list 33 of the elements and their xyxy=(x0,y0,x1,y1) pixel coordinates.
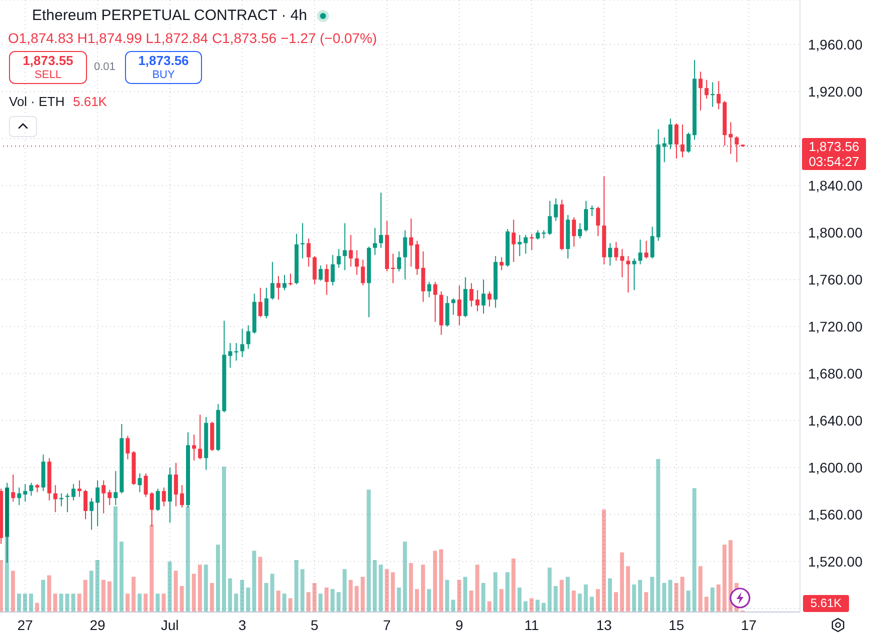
x-tick-label: 29 xyxy=(90,616,106,633)
ref-line-label: 1,873.56 xyxy=(808,139,860,154)
annotation: 0.01 xyxy=(94,61,116,74)
x-tick-label: 7 xyxy=(383,616,392,633)
y-tick-label: 1,520.00 xyxy=(808,553,863,570)
annotation: SELL xyxy=(34,69,62,82)
annotation: 1,873.56 xyxy=(137,53,190,68)
annotation: BUY xyxy=(151,69,176,82)
x-tick-label: 5 xyxy=(310,616,319,633)
text: 03:54:27 xyxy=(808,154,860,170)
x-tick-label: 15 xyxy=(668,616,684,633)
y-tick-label: 1,800.00 xyxy=(808,224,863,241)
y-tick-label: 1,720.00 xyxy=(808,318,863,335)
x-tick-label: 17 xyxy=(740,616,757,633)
y-tick-label: 1,640.00 xyxy=(808,412,863,428)
y-tick-label: 1,960.00 xyxy=(808,36,863,53)
y-tick-label: 1,560.00 xyxy=(808,506,863,522)
x-tick-label: 3 xyxy=(238,616,246,633)
y-tick-label: 1,840.00 xyxy=(808,178,863,194)
x-tick-label: 13 xyxy=(596,616,612,633)
y-tick-label: 1,760.00 xyxy=(808,272,863,288)
y-tick-label: 1,600.00 xyxy=(808,459,863,476)
annotation: Vol · ETH xyxy=(9,94,65,110)
x-tick-label: 9 xyxy=(455,616,464,633)
annotation: 1,873.55 xyxy=(22,53,74,68)
y-tick-label: 1,680.00 xyxy=(808,366,863,382)
x-tick-label: 27 xyxy=(17,616,34,633)
y-tick-label: 1,920.00 xyxy=(808,84,863,100)
x-tick-label: Jul xyxy=(160,616,179,633)
annotation: 5.61K xyxy=(73,94,107,110)
text: Ethereum PERPETUAL CONTRACT · 4h xyxy=(32,6,308,26)
x-tick-label: 11 xyxy=(524,616,540,633)
annotation: O1,874.83 H1,874.99 L1,872.84 C1,873.56 −1.27 (−0.07%) xyxy=(8,30,377,46)
